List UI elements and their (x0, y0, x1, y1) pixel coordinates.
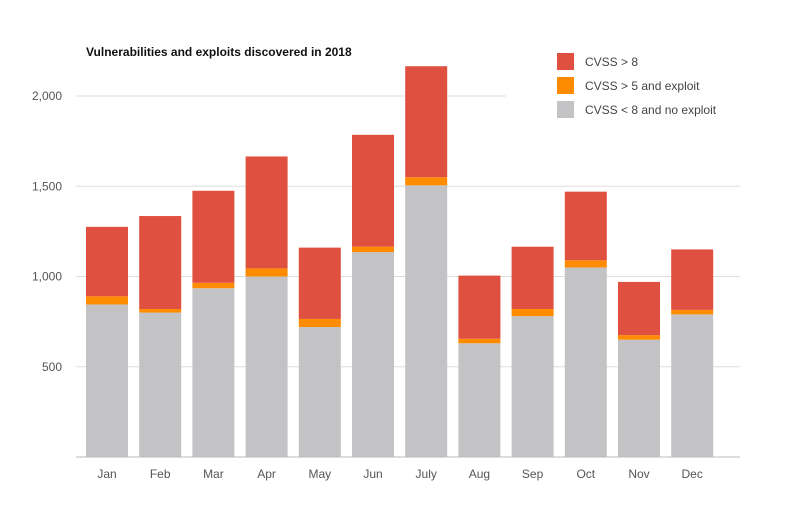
bar-segment (298, 318, 341, 328)
bar-segment (86, 226, 128, 297)
legend-label: CVSS > 8 (585, 55, 638, 69)
bars (86, 66, 714, 457)
x-tick-label: July (416, 467, 437, 481)
bar-segment (671, 249, 714, 310)
legend-label: CVSS < 8 and no exploit (585, 103, 717, 117)
bar-segment (245, 156, 288, 269)
x-tick-label: Sep (522, 467, 544, 481)
y-axis-ticks: 500 1,000 1,500 2,000 (32, 89, 62, 374)
y-tick-label: 1,000 (32, 270, 62, 284)
legend-swatch (557, 101, 574, 118)
bar-segment (245, 276, 288, 457)
bar-segment (139, 216, 182, 309)
bar-segment (298, 327, 341, 457)
x-tick-label: Mar (203, 467, 224, 481)
bar-segment (298, 247, 341, 319)
bar-segment (192, 282, 235, 289)
bar-segment (86, 296, 128, 305)
bar-segment (511, 316, 554, 457)
bar-segment (618, 335, 660, 340)
y-tick-label: 500 (42, 360, 62, 374)
bar-segment (139, 312, 182, 457)
bar-segment (352, 134, 394, 247)
bar-segment (86, 304, 128, 457)
bar-segment (511, 246, 554, 309)
bar-segment (511, 308, 554, 317)
x-tick-label: Oct (576, 467, 595, 481)
bar-segment (405, 66, 448, 178)
bar-segment (352, 252, 394, 457)
legend-label: CVSS > 5 and exploit (585, 79, 700, 93)
bar-segment (564, 191, 607, 261)
chart-title: Vulnerabilities and exploits discovered … (86, 45, 352, 59)
x-tick-label: Apr (257, 467, 276, 481)
bar-segment (671, 314, 714, 457)
x-axis-ticks: Jan Feb Mar Apr May Jun July Aug Sep Oct Nov Dec (97, 467, 703, 481)
y-tick-label: 2,000 (32, 89, 62, 103)
x-tick-label: Aug (469, 467, 490, 481)
bar-segment (405, 177, 448, 186)
x-tick-label: Dec (682, 467, 703, 481)
x-tick-label: Jun (363, 467, 382, 481)
y-tick-label: 1,500 (32, 179, 62, 193)
bar-segment (245, 268, 288, 277)
bar-segment (352, 246, 394, 253)
bar-segment (564, 260, 607, 268)
bar-segment (458, 338, 501, 344)
bar-segment (139, 308, 182, 313)
bar-segment (618, 281, 660, 336)
legend-swatch (557, 53, 574, 70)
legend: CVSS > 8 CVSS > 5 and exploit CVSS < 8 and… (557, 53, 717, 118)
bar-segment (192, 190, 235, 283)
bar-segment (405, 185, 448, 457)
bar-segment (618, 339, 660, 457)
bar-segment (564, 267, 607, 457)
x-tick-label: Jan (97, 467, 116, 481)
bar-segment (458, 343, 501, 457)
x-tick-label: May (308, 467, 331, 481)
bar-segment (192, 288, 235, 457)
x-tick-label: Feb (150, 467, 171, 481)
legend-swatch (557, 77, 574, 94)
x-tick-label: Nov (628, 467, 649, 481)
bar-segment (671, 309, 714, 315)
bar-segment (458, 275, 501, 339)
